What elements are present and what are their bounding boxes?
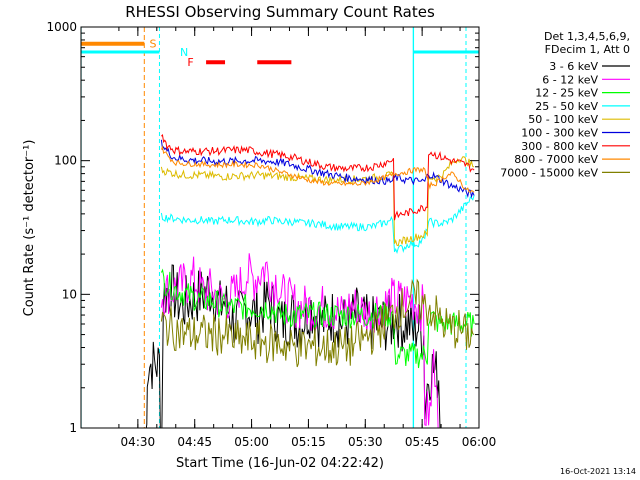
series-line-7	[160, 145, 475, 193]
series-line-8	[160, 278, 475, 368]
series-line-3	[160, 195, 475, 255]
legend-label-2: 12 - 25 keV	[535, 87, 598, 100]
legend-label-0: 3 - 6 keV	[549, 60, 598, 73]
x-tick-label-5: 05:45	[405, 435, 440, 449]
state-bar-label-1: N	[180, 46, 188, 59]
legend-label-5: 100 - 300 keV	[521, 127, 598, 140]
series-line-5	[160, 139, 475, 199]
x-tick-label-4: 05:30	[348, 435, 383, 449]
x-tick-label-1: 04:45	[177, 435, 212, 449]
x-axis-title: Start Time (16-Jun-02 04:22:42)	[176, 456, 384, 471]
x-tick-label-0: 04:30	[121, 435, 156, 449]
axes: 1 10 100 1000 04:30 04:45 05:00 05:15 05:30 05:45…	[46, 20, 496, 449]
legend-label-8: 7000 - 15000 keV	[500, 166, 598, 179]
series-line-0	[145, 264, 441, 428]
legend-label-7: 800 - 7000 keV	[514, 153, 598, 166]
y-tick-label-2: 100	[54, 154, 77, 168]
legend-label-1: 6 - 12 keV	[542, 73, 598, 86]
data-region	[81, 27, 475, 428]
plot-frame	[80, 26, 480, 429]
legend-label-4: 50 - 100 keV	[528, 113, 598, 126]
legend-header-0: Det 1,3,4,5,6,9,	[544, 30, 630, 43]
series-line-6	[161, 133, 475, 221]
x-tick-label-2: 05:00	[234, 435, 269, 449]
state-bar-label-0: S	[150, 38, 157, 51]
x-tick-label-3: 05:15	[291, 435, 326, 449]
y-axis-title: Count Rate (s⁻¹ detector⁻¹)	[22, 140, 37, 317]
legend-header-1: FDecim 1, Att 0	[545, 43, 630, 56]
x-tick-label-6: 06:00	[462, 435, 497, 449]
state-bar-label-3: F	[187, 56, 193, 69]
y-tick-label-3: 1000	[46, 20, 77, 34]
legend-label-3: 25 - 50 keV	[535, 100, 598, 113]
y-tick-label-1: 10	[62, 287, 77, 301]
footer-timestamp: 16-Oct-2021 13:14	[560, 467, 636, 476]
y-tick-label-0: 1	[69, 421, 77, 435]
chart-title: RHESSI Observing Summary Count Rates	[125, 3, 435, 21]
plot-area: S NF	[81, 27, 479, 428]
series-line-2	[160, 268, 475, 369]
legend: Det 1,3,4,5,6,9,FDecim 1, Att 0 3 - 6 keV…	[500, 30, 630, 179]
legend-label-6: 300 - 800 keV	[521, 140, 598, 153]
